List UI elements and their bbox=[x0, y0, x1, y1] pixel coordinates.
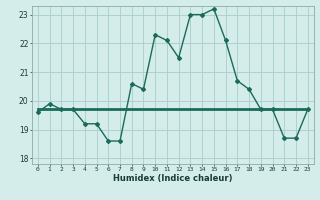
X-axis label: Humidex (Indice chaleur): Humidex (Indice chaleur) bbox=[113, 174, 233, 183]
